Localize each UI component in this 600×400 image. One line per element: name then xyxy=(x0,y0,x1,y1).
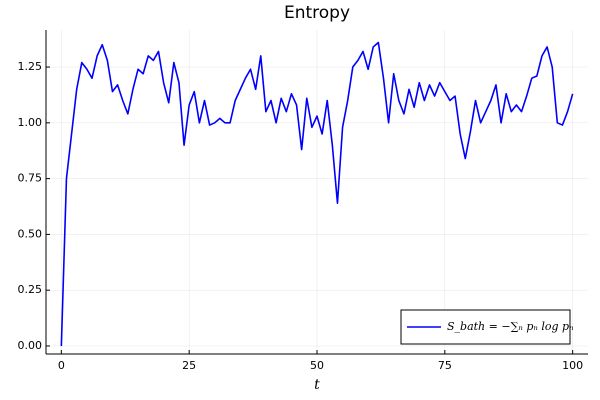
x-axis-label: t xyxy=(314,377,320,393)
y-tick-label: 1.00 xyxy=(18,116,43,129)
x-tick-label: 25 xyxy=(182,359,196,372)
y-tick-label: 0.25 xyxy=(18,283,43,296)
y-tick-label: 1.25 xyxy=(18,60,43,73)
chart-title: Entropy xyxy=(284,3,350,23)
y-tick-label: 0.75 xyxy=(18,172,43,185)
y-tick-label: 0.00 xyxy=(18,339,43,352)
x-tick-label: 50 xyxy=(310,359,324,372)
line xyxy=(60,41,574,346)
y-tick-label: 0.50 xyxy=(18,227,43,240)
legend-label: S_bath = −∑ₙ pₙ log pₙ xyxy=(447,320,574,333)
x-tick-label: 75 xyxy=(438,359,452,372)
x-tick-label: 100 xyxy=(562,359,583,372)
x-tick-label: 0 xyxy=(58,359,65,372)
